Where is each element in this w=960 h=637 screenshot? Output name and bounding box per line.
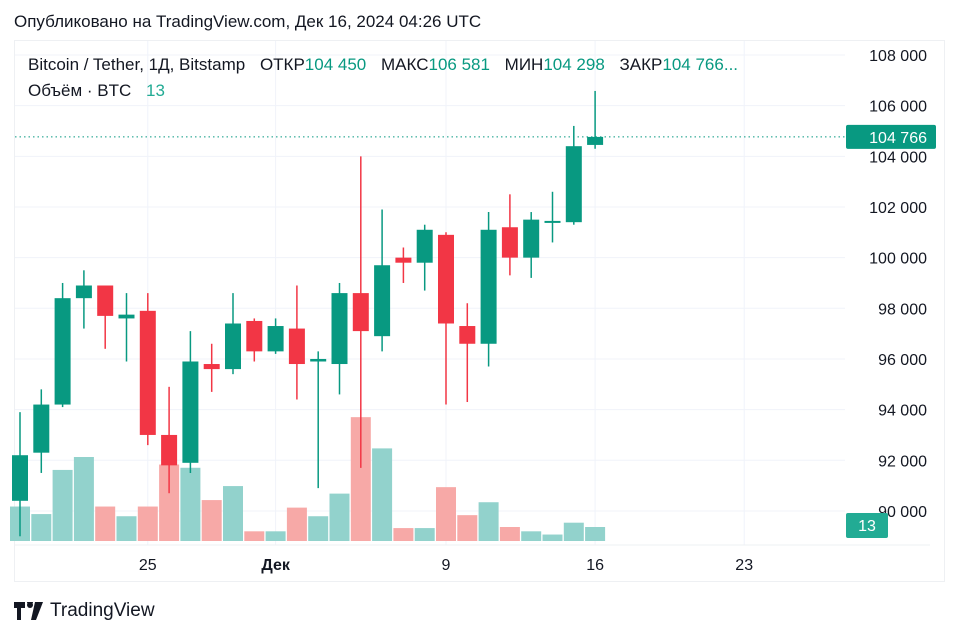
chart-frame	[14, 40, 945, 582]
volume-bar	[521, 531, 542, 541]
last-price-label: 104 766	[869, 130, 927, 147]
volume-bar	[265, 531, 286, 541]
last-volume-badge	[846, 513, 888, 538]
candle-body	[97, 285, 114, 316]
candle-body	[267, 326, 284, 352]
candle-body	[374, 265, 391, 337]
x-tick-label: 9	[442, 557, 451, 574]
y-tick-label: 92 000	[878, 453, 927, 470]
y-tick-label: 96 000	[878, 352, 927, 369]
volume-bar	[308, 516, 329, 541]
volume-bar	[244, 531, 265, 541]
candle-body	[565, 146, 582, 223]
candle-body	[75, 285, 92, 299]
open-label: ОТКР	[259, 55, 305, 74]
volume-bar	[137, 506, 158, 541]
volume-bar	[223, 486, 243, 541]
y-tick-label: 108 000	[869, 48, 927, 65]
tradingview-logo-icon	[14, 602, 43, 620]
x-tick-label: 25	[139, 557, 157, 574]
x-tick-label: Дек	[261, 557, 290, 574]
low-value: 104 298	[543, 55, 605, 74]
y-tick-label: 98 000	[878, 301, 927, 318]
y-tick-label: 106 000	[869, 99, 927, 116]
candle-body	[118, 314, 135, 319]
brand-name: TradingView	[50, 600, 155, 621]
candle-body	[459, 326, 476, 344]
candle-body	[139, 310, 156, 435]
published-caption: Опубликовано на TradingView.com, Дек 16,…	[14, 12, 482, 31]
volume-bar	[31, 514, 52, 541]
candle-body	[54, 298, 71, 405]
volume-bar	[563, 522, 584, 541]
last-price-badge	[846, 124, 936, 149]
volume-bar	[180, 467, 201, 541]
y-tick-label: 90 000	[878, 504, 927, 521]
close-value: 104 766...	[662, 55, 739, 74]
y-tick-label: 102 000	[869, 200, 927, 217]
volume-bar	[542, 534, 563, 541]
y-tick-label: 104 000	[869, 149, 927, 166]
candle-body	[225, 323, 241, 370]
candle-body	[203, 364, 220, 370]
volume-bar	[159, 464, 180, 541]
candle-body	[12, 455, 28, 501]
volume-label[interactable]: Объём · BTC	[28, 81, 132, 100]
volume-bar	[436, 487, 456, 541]
candle-body	[310, 358, 327, 362]
volume-bar	[52, 469, 73, 541]
volume-bar	[350, 417, 371, 541]
x-tick-label: 23	[735, 557, 753, 574]
volume-bar	[116, 516, 137, 541]
candle-body	[288, 328, 305, 365]
volume-bar	[478, 502, 499, 541]
volume-bar	[286, 507, 307, 541]
high-value: 106 581	[428, 55, 490, 74]
volume-bar	[329, 493, 350, 541]
candle-body	[438, 234, 454, 324]
candle-body	[182, 361, 199, 463]
volume-bar	[393, 528, 414, 541]
volume-value: 13	[146, 81, 165, 100]
candle-body	[33, 404, 50, 453]
x-tick-label: 16	[586, 557, 604, 574]
low-label: МИН	[504, 55, 544, 74]
last-volume-label: 13	[858, 518, 876, 535]
volume-bar	[73, 457, 94, 541]
volume-legend: Объём · BTC 13	[28, 81, 165, 101]
volume-bar	[585, 527, 606, 541]
open-value: 104 450	[304, 55, 367, 74]
y-tick-label: 100 000	[869, 251, 927, 268]
candle-body	[544, 220, 561, 223]
candle-body	[587, 136, 604, 145]
candle-body	[161, 434, 178, 466]
high-label: МАКС	[380, 55, 429, 74]
volume-bar	[95, 506, 116, 541]
candle-body	[523, 219, 540, 258]
volume-bar	[457, 515, 478, 541]
y-tick-label: 94 000	[878, 403, 927, 420]
ohlc-legend: Bitcoin / Tether, 1Д, Bitstamp ОТКР104 4…	[28, 55, 738, 75]
volume-bar	[372, 448, 393, 541]
volume-bar	[201, 500, 222, 541]
candle-body	[331, 293, 348, 365]
candle-body	[352, 293, 369, 332]
candle-body	[246, 320, 263, 352]
candle-body	[501, 227, 518, 258]
candle-body	[480, 229, 497, 344]
volume-bar	[414, 528, 435, 541]
candle-body	[416, 229, 433, 263]
close-label: ЗАКР	[619, 55, 663, 74]
candle-body	[395, 257, 412, 263]
symbol-title[interactable]: Bitcoin / Tether, 1Д, Bitstamp	[28, 55, 246, 74]
volume-bar	[499, 527, 520, 541]
tradingview-logo[interactable]: TradingView	[14, 600, 155, 622]
